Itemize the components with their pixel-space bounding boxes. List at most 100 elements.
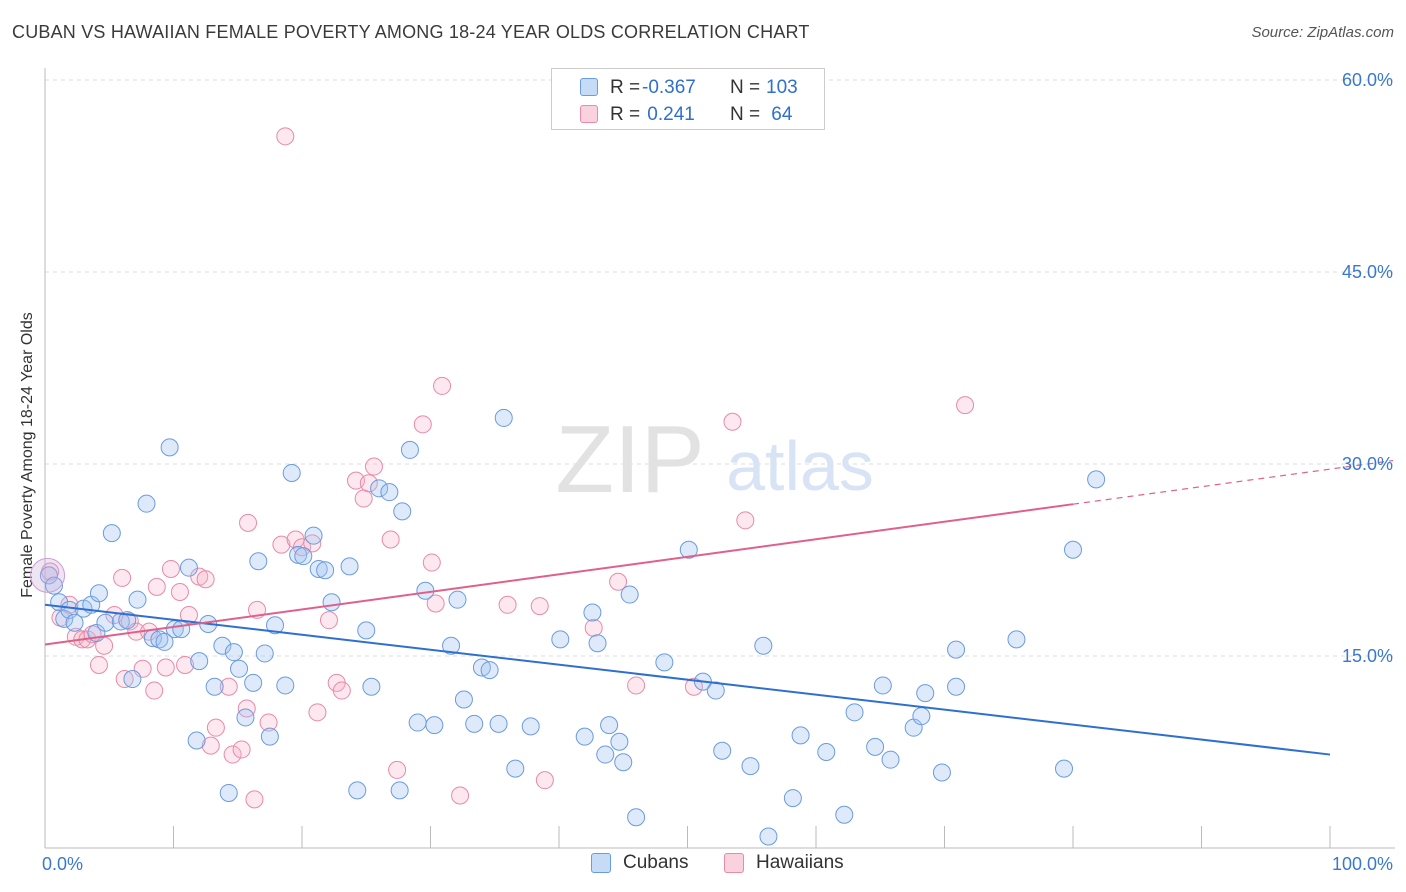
hawaiians-trend-extension — [1072, 459, 1394, 505]
hawaiians-point — [156, 658, 175, 677]
hawaiians-point — [223, 745, 242, 764]
y-tick-label: 30.0% — [1342, 454, 1393, 474]
cubans-point — [817, 743, 836, 761]
cubans-point — [137, 494, 156, 513]
axes — [44, 68, 1395, 849]
cubans-point — [340, 557, 359, 576]
cubans-point — [236, 708, 255, 727]
x-tick-label: 0.0% — [42, 854, 83, 874]
cubans-point — [551, 630, 570, 649]
hawaiians-point — [609, 572, 628, 591]
cubans-point — [39, 566, 58, 585]
legend-row-hawaiians: R = 0.241 N = 64 — [552, 102, 824, 128]
cubans-point — [172, 620, 191, 639]
y-tick-label: 15.0% — [1342, 646, 1393, 666]
cubans-point — [583, 603, 602, 622]
cubans-point — [947, 640, 966, 659]
hawaiians-point — [170, 583, 189, 601]
hawaiians-point — [359, 474, 378, 493]
cubans-point — [96, 613, 115, 632]
cubans-point — [179, 558, 198, 577]
cubans-point — [425, 716, 444, 735]
cubans-point — [362, 677, 381, 696]
hawaiians-point — [115, 670, 134, 689]
hawaiians-point — [201, 736, 220, 755]
cubans-point — [1087, 470, 1106, 489]
y-tick-label: 45.0% — [1342, 262, 1393, 282]
cubans-point — [506, 759, 525, 778]
hawaiians-point — [176, 655, 195, 674]
cubans-point — [160, 438, 179, 457]
hawaiians-point — [422, 553, 441, 572]
grid-lines — [45, 79, 1395, 657]
cubans-point — [249, 552, 268, 571]
watermark: ZIP atlas — [555, 406, 874, 513]
cubans-point — [575, 727, 594, 746]
chart-title: CUBAN VS HAWAIIAN FEMALE POVERTY AMONG 1… — [12, 22, 810, 42]
r-label: R = — [610, 77, 641, 98]
y-tick-label: 60.0% — [1342, 70, 1393, 90]
cubans-point — [783, 789, 802, 808]
cubans-point — [759, 827, 778, 846]
cubans-point — [448, 590, 467, 609]
hawaiians-point — [286, 530, 305, 549]
cubans-point — [947, 677, 966, 696]
hawaiians-point — [319, 611, 338, 630]
hawaiians-point — [259, 713, 278, 732]
cubans-point — [588, 634, 607, 653]
hawaiians-point — [381, 530, 400, 549]
cubans-point — [873, 676, 892, 695]
hawaiians-point — [89, 655, 108, 674]
cubans-point — [400, 440, 419, 459]
cubans-trend-line — [44, 603, 1331, 756]
hawaiians-point — [245, 790, 264, 809]
cubans-point — [44, 576, 63, 595]
watermark-zip: ZIP — [555, 406, 704, 513]
hawaiians-legend-label: Hawaiians — [756, 852, 844, 873]
cubans-point — [187, 731, 206, 750]
cubans-point — [304, 526, 323, 545]
cubans-point — [316, 561, 335, 580]
x-tick-label: 100.0% — [1332, 854, 1393, 874]
cubans-point — [912, 707, 931, 726]
hawaiians-point — [413, 415, 432, 434]
cubans-point — [845, 703, 864, 722]
hawaiians-point — [684, 677, 703, 696]
n-label: N = — [730, 77, 761, 98]
cubans-point — [600, 716, 619, 735]
n-label: N = — [730, 104, 761, 125]
hawaiians-point — [627, 676, 646, 695]
legend-row-cubans: R = -0.367 N = 103 — [552, 75, 824, 101]
hawaiians-point — [354, 489, 373, 508]
cubans-point — [408, 713, 427, 732]
cubans-point — [393, 502, 412, 521]
cubans-point — [610, 732, 629, 751]
hawaiians-point — [584, 618, 603, 637]
r-value: 0.241 — [642, 104, 695, 125]
cubans-point — [480, 661, 499, 680]
hawaiians-point — [147, 577, 166, 596]
cubans-point — [55, 609, 74, 628]
hawaiians-legend-swatch — [724, 853, 744, 873]
hawaiians-point — [232, 740, 251, 759]
cubans-point — [442, 636, 461, 655]
cubans-point — [454, 690, 473, 709]
cubans-points — [30, 408, 1106, 846]
tick-labels: 15.0% 30.0% 45.0% 60.0% 0.0% 100.0% — [42, 70, 1393, 874]
hawaiians-point — [179, 606, 198, 625]
cubans-point — [30, 557, 66, 593]
hawaiians-trend-line — [44, 503, 1074, 646]
hawaiians-point — [388, 760, 407, 779]
cubans-point — [494, 408, 513, 427]
cubans-point — [266, 616, 285, 635]
cubans-point — [596, 745, 615, 764]
cubans-point — [679, 540, 698, 559]
cubans-point — [322, 593, 341, 612]
hawaiians-point — [145, 681, 164, 700]
cubans-point — [190, 652, 209, 671]
cubans-point — [123, 670, 142, 689]
hawaiians-point — [736, 511, 755, 530]
hawaiians-point — [498, 595, 517, 614]
cubans-point — [620, 585, 639, 604]
